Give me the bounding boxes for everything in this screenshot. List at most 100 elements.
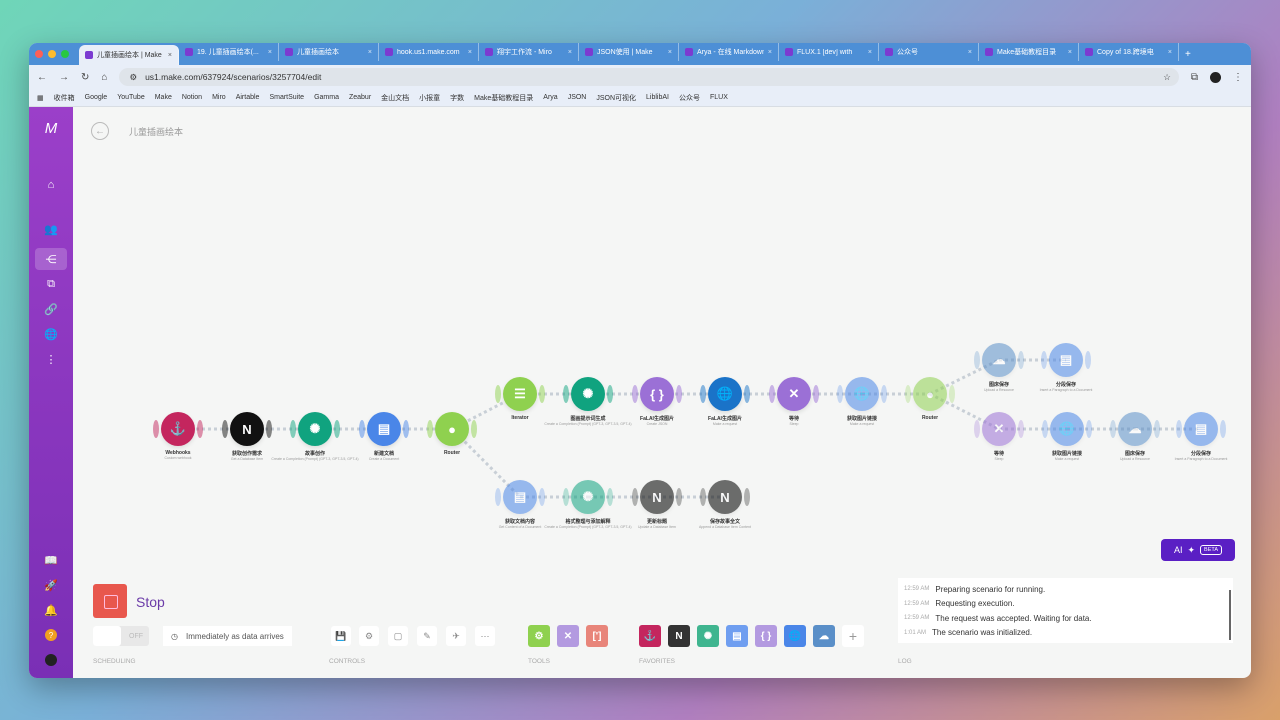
scenarios-icon[interactable]: ⋲ xyxy=(35,248,67,270)
module-http1[interactable]: 🌐 xyxy=(700,377,750,411)
team-icon[interactable]: 👥 xyxy=(44,223,58,236)
module-router2[interactable]: ● xyxy=(905,377,955,411)
module-notion2[interactable]: N xyxy=(632,480,682,514)
help-icon[interactable]: ? xyxy=(35,624,67,646)
bookmark-item[interactable]: 金山文档 xyxy=(381,94,410,102)
browser-tab[interactable]: 儿童插画绘本 × xyxy=(279,43,379,61)
bookmark-item[interactable]: Notion xyxy=(181,94,203,101)
close-tab-icon[interactable]: × xyxy=(1067,48,1072,56)
bookmark-item[interactable]: Arya xyxy=(543,94,558,101)
scheduling-toggle[interactable]: OFF xyxy=(93,626,149,646)
browser-tab[interactable]: Make基础教程目录 × xyxy=(979,43,1079,61)
browser-tab[interactable]: Arya - 在线 Markdown × xyxy=(679,43,779,61)
menu-icon[interactable]: ⋮ xyxy=(1233,71,1243,83)
rocket-icon[interactable]: 🚀 xyxy=(44,579,58,592)
browser-tab[interactable]: 19. 儿童插画绘本(... × xyxy=(179,43,279,61)
bookmark-item[interactable]: Gamma xyxy=(314,94,339,101)
close-tab-icon[interactable]: × xyxy=(967,48,972,56)
apps-icon[interactable]: ⧉ xyxy=(47,277,55,290)
new-tab-button[interactable]: + xyxy=(1185,48,1191,60)
bookmark-item[interactable]: JSON xyxy=(567,94,587,101)
browser-tab[interactable]: FLUX.1 [dev] with × xyxy=(779,43,879,61)
back-button[interactable]: ← xyxy=(91,122,109,140)
module-http3[interactable]: 🌐 xyxy=(1042,412,1092,446)
apps-icon[interactable]: ▦ xyxy=(37,94,44,102)
add-favorite-button[interactable]: + xyxy=(842,625,864,647)
tools-icon[interactable]: ✕ xyxy=(557,625,579,647)
docs-icon[interactable]: 📖 xyxy=(44,554,58,567)
maximize-window-button[interactable] xyxy=(61,50,69,58)
bookmark-item[interactable]: FLUX xyxy=(710,94,728,101)
module-webhooks[interactable]: ⚓ xyxy=(153,412,203,446)
notifications-icon[interactable]: 🔔 xyxy=(44,604,58,617)
profile-avatar[interactable] xyxy=(1210,71,1221,83)
browser-tab[interactable]: 翔宇工作流 - Miro × xyxy=(479,43,579,61)
home-icon[interactable]: ⌂ xyxy=(101,71,108,83)
bookmark-item[interactable]: Make xyxy=(154,94,172,101)
fav-webhooks-icon[interactable]: ⚓ xyxy=(639,625,661,647)
stop-button[interactable] xyxy=(93,584,127,618)
bookmark-item[interactable]: 字数 xyxy=(450,94,465,102)
browser-tab[interactable]: JSON使用 | Make × xyxy=(579,43,679,61)
bookmark-star-icon[interactable]: ☆ xyxy=(1163,71,1171,82)
bookmark-item[interactable]: Zeabur xyxy=(348,94,372,101)
module-notion3[interactable]: N xyxy=(700,480,750,514)
bookmark-item[interactable]: 公众号 xyxy=(679,94,700,102)
url-field[interactable]: ⚙ us1.make.com/637924/scenarios/3257704/e… xyxy=(119,68,1179,86)
browser-tab[interactable]: Copy of 18.跨境电 × xyxy=(1079,43,1179,61)
text-parser-icon[interactable]: ['] xyxy=(586,625,608,647)
avatar[interactable] xyxy=(35,649,67,671)
forward-icon[interactable]: → xyxy=(59,71,69,83)
bookmark-item[interactable]: Airtable xyxy=(235,94,260,101)
auto-align-icon[interactable]: ✎ xyxy=(417,626,437,646)
log-scrollbar[interactable] xyxy=(1229,590,1231,640)
close-tab-icon[interactable]: × xyxy=(767,48,772,56)
close-tab-icon[interactable]: × xyxy=(1167,48,1172,56)
fav-cloud-icon[interactable]: ☁ xyxy=(813,625,835,647)
module-doc3[interactable]: ▤ xyxy=(1176,412,1226,446)
bookmark-item[interactable]: SmartSuite xyxy=(269,94,305,101)
bookmark-item[interactable]: Miro xyxy=(212,94,226,101)
module-doc4[interactable]: ▤ xyxy=(495,480,545,514)
close-tab-icon[interactable]: × xyxy=(867,48,872,56)
site-settings-icon[interactable]: ⚙ xyxy=(129,71,138,82)
module-cloud2[interactable]: ☁ xyxy=(1110,412,1160,446)
notes-icon[interactable]: ▢ xyxy=(388,626,408,646)
webhooks-icon[interactable]: 🌐 xyxy=(44,328,58,341)
module-http2[interactable]: 🌐 xyxy=(837,377,887,411)
extensions-icon[interactable]: ⧉ xyxy=(1190,71,1198,83)
fav-openai-icon[interactable]: ✺ xyxy=(697,625,719,647)
bookmark-item[interactable]: Google xyxy=(84,94,108,101)
close-tab-icon[interactable]: × xyxy=(467,48,472,56)
module-gpt3[interactable]: ✺ xyxy=(563,480,613,514)
fav-notion-icon[interactable]: N xyxy=(668,625,690,647)
module-notion1[interactable]: N xyxy=(222,412,272,446)
schedule-setting[interactable]: ◷ Immediately as data arrives xyxy=(163,626,292,646)
close-tab-icon[interactable]: × xyxy=(367,48,372,56)
connections-icon[interactable]: 🔗 xyxy=(44,303,58,316)
bookmark-item[interactable]: 收件箱 xyxy=(53,94,75,102)
module-doc1[interactable]: ▤ xyxy=(359,412,409,446)
fav-google-docs-icon[interactable]: ▤ xyxy=(726,625,748,647)
flow-control-icon[interactable]: ⚙ xyxy=(528,625,550,647)
back-icon[interactable]: ← xyxy=(37,71,47,83)
module-sleep2[interactable]: ✕ xyxy=(974,412,1024,446)
bookmark-item[interactable]: 小报童 xyxy=(419,94,441,102)
browser-tab[interactable]: 公众号 × xyxy=(879,43,979,61)
more-icon[interactable]: ⋮ xyxy=(45,353,57,366)
make-logo[interactable]: M xyxy=(44,119,58,137)
module-cloud1[interactable]: ☁ xyxy=(974,343,1024,377)
close-tab-icon[interactable]: × xyxy=(667,48,672,56)
reload-icon[interactable]: ↻ xyxy=(81,71,90,83)
module-sleep1[interactable]: ✕ xyxy=(769,377,819,411)
minimize-window-button[interactable] xyxy=(48,50,56,58)
close-window-button[interactable] xyxy=(35,50,43,58)
home-icon[interactable]: ⌂ xyxy=(47,179,55,191)
fav-http-icon[interactable]: 🌐 xyxy=(784,625,806,647)
browser-tab[interactable]: 儿童插画绘本 | Make × xyxy=(79,45,179,65)
more-options-icon[interactable]: ⋯ xyxy=(475,626,495,646)
module-iterator[interactable]: ☰ xyxy=(495,377,545,411)
bookmark-item[interactable]: YouTube xyxy=(117,94,145,101)
fav-json-icon[interactable]: { } xyxy=(755,625,777,647)
scenario-canvas[interactable]: ← 儿童插画绘本 ⚓ Webhooks Custom webhook N 获取创作需求 G… xyxy=(73,107,1251,678)
